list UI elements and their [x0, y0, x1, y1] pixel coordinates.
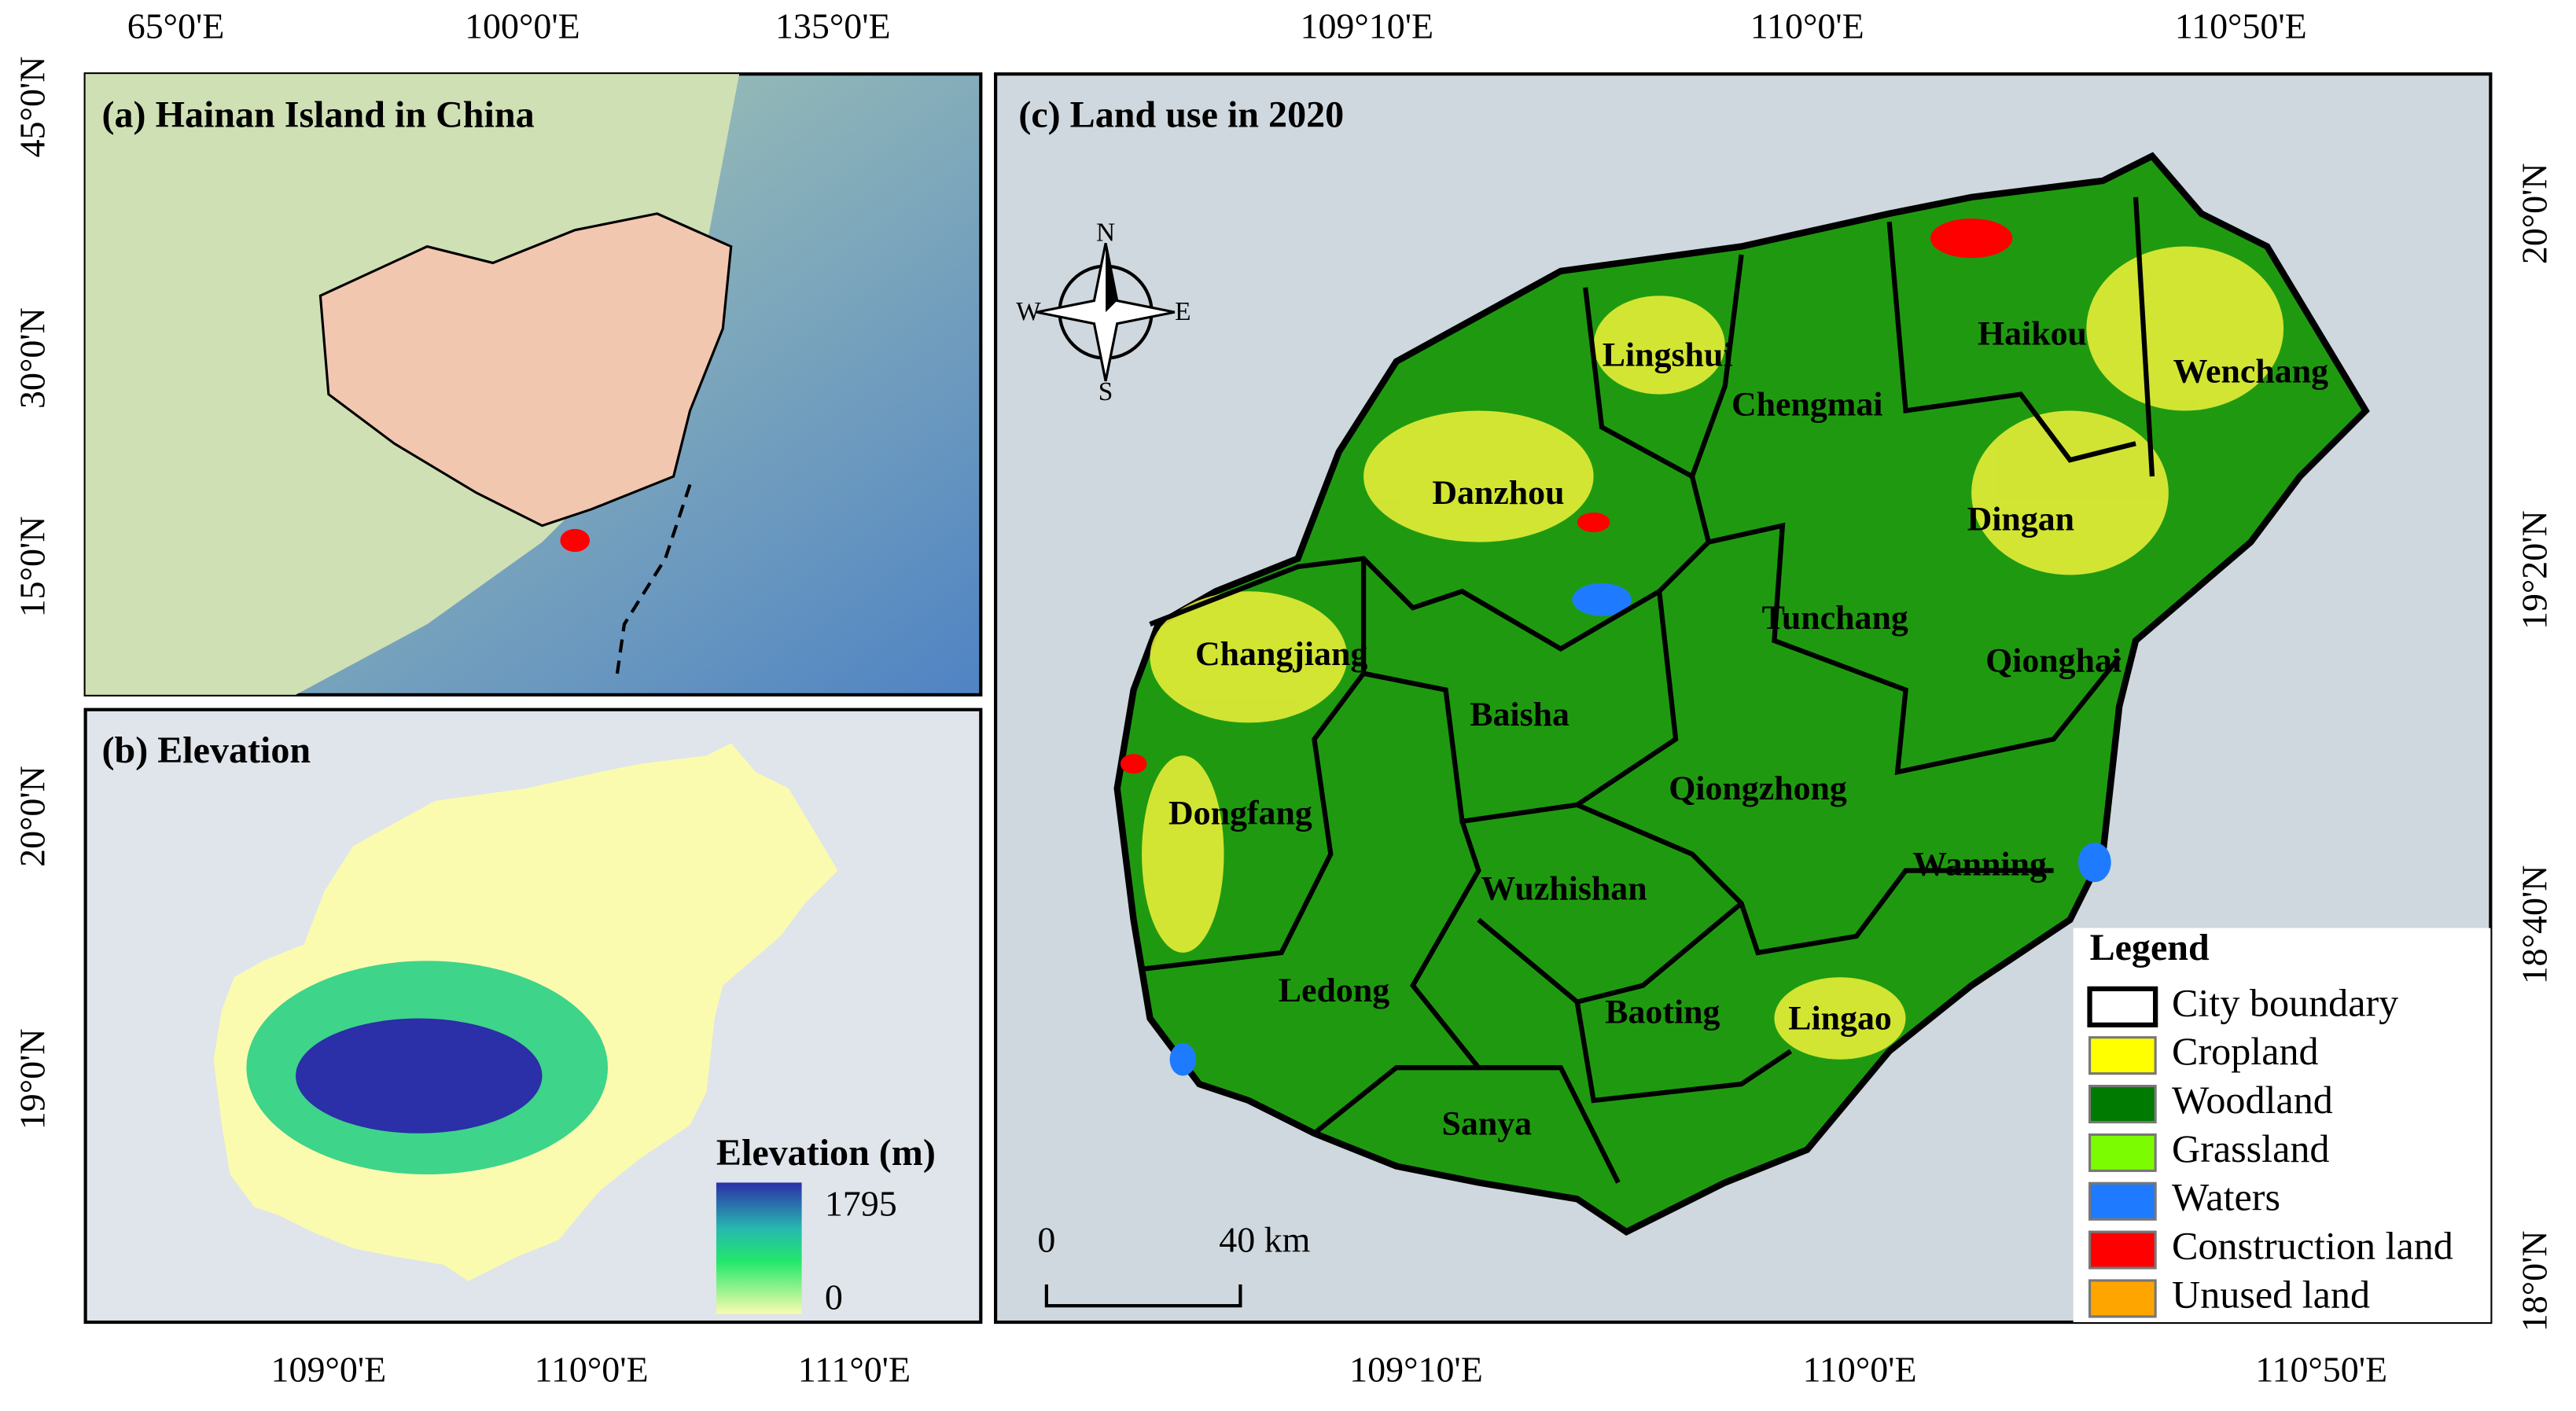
city-label: Danzhou	[1432, 474, 1564, 512]
legend-title: Legend	[2090, 927, 2210, 968]
lon-label: 109°10'E	[1349, 1349, 1483, 1389]
construction-patches	[1120, 219, 2013, 774]
city-label: Dingan	[1967, 501, 2075, 538]
high-elevation	[296, 1018, 543, 1134]
lon-label: 135°0'E	[775, 6, 891, 46]
city-label: Baisha	[1470, 696, 1570, 733]
panel-c: (c) Land use in 2020 N S W E 0 40 km Leg…	[994, 72, 2493, 1325]
city-label: Sanya	[1442, 1104, 1533, 1142]
legend-swatch	[2088, 1181, 2157, 1221]
lat-label: 30°0'N	[13, 307, 53, 409]
china-outline	[318, 212, 733, 527]
city-boundaries	[1141, 197, 2155, 1184]
lon-label: 100°0'E	[465, 6, 580, 46]
city-label: Qiongzhong	[1669, 770, 1847, 807]
nine-dash-line	[614, 483, 692, 682]
scale-bar	[1044, 1284, 1242, 1308]
hainan-marker	[560, 528, 591, 553]
scale-start: 0	[1037, 1219, 1055, 1259]
panel-title: (b) Elevation	[102, 729, 311, 771]
legend-label: Unused land	[2172, 1272, 2370, 1316]
legend-label: Grassland	[2172, 1126, 2329, 1170]
city-label: Wuzhishan	[1481, 870, 1647, 908]
lon-label: 111°0'E	[798, 1349, 911, 1389]
panel-title: (a) Hainan Island in China	[102, 94, 535, 136]
city-label: Tunchang	[1762, 599, 1908, 637]
lat-label: 19°0'N	[13, 1028, 53, 1130]
lon-label: 110°0'E	[535, 1349, 649, 1389]
legend-label: Waters	[2172, 1175, 2280, 1219]
lon-label: 110°0'E	[1803, 1349, 1917, 1389]
compass-s: S	[1098, 377, 1113, 406]
colorbar-max: 1795	[825, 1183, 897, 1223]
city-label: Haikou	[1978, 315, 2087, 353]
lon-label: 65°0'E	[127, 6, 225, 46]
city-label: Qionghai	[1985, 641, 2122, 679]
legend-swatch	[2088, 1085, 2157, 1124]
city-label: Changjiang	[1195, 635, 1367, 673]
colorbar-title: Elevation (m)	[716, 1132, 936, 1174]
legend-swatch	[2087, 986, 2158, 1027]
city-label: Chengmai	[1731, 385, 1883, 423]
compass-e: E	[1175, 297, 1190, 326]
panel-a: (a) Hainan Island in China	[83, 72, 983, 697]
city-label: Ledong	[1279, 972, 1389, 1009]
compass-w: W	[1016, 297, 1041, 326]
lon-label: 109°0'E	[271, 1349, 387, 1389]
lat-label: 18°0'N	[2514, 1230, 2554, 1332]
compass	[1036, 243, 1176, 382]
lat-label: 20°0'N	[13, 766, 53, 867]
lat-label: 45°0'N	[13, 57, 53, 158]
legend-label: City boundary	[2172, 980, 2398, 1024]
legend-swatch	[2088, 1036, 2157, 1075]
legend-swatch	[2088, 1230, 2157, 1270]
legend-label: Cropland	[2172, 1029, 2319, 1073]
city-label: Lingao	[1788, 1000, 1892, 1038]
panel-b: (b) Elevation Elevation (m) 1795 0	[83, 707, 983, 1325]
colorbar	[716, 1182, 802, 1314]
lat-label: 15°0'N	[13, 516, 53, 618]
scale-end: 40 km	[1219, 1219, 1310, 1259]
lat-label: 20°0'N	[2514, 163, 2554, 264]
legend-swatch	[2088, 1133, 2157, 1172]
city-label: Wanning	[1912, 845, 2047, 883]
colorbar-min: 0	[825, 1277, 843, 1317]
lon-label: 110°0'E	[1750, 6, 1864, 46]
lat-label: 18°40'N	[2514, 865, 2554, 985]
cropland-patches	[1142, 246, 2284, 1060]
legend-swatch	[2088, 1279, 2157, 1318]
water-patches	[1169, 582, 2111, 1076]
lon-label: 110°50'E	[2175, 6, 2307, 46]
legend-label: Construction land	[2172, 1224, 2453, 1268]
compass-n: N	[1096, 219, 1115, 248]
city-label: Baoting	[1605, 993, 1720, 1031]
city-label: Lingshui	[1603, 336, 1733, 374]
panel-title: (c) Land use in 2020	[1018, 94, 1344, 136]
city-label: Dongfang	[1168, 795, 1312, 832]
lon-label: 110°50'E	[2255, 1349, 2387, 1389]
city-label: Wenchang	[2173, 353, 2328, 391]
legend-label: Woodland	[2172, 1078, 2333, 1122]
lon-label: 109°10'E	[1300, 6, 1433, 46]
lat-label: 19°20'N	[2514, 510, 2554, 630]
